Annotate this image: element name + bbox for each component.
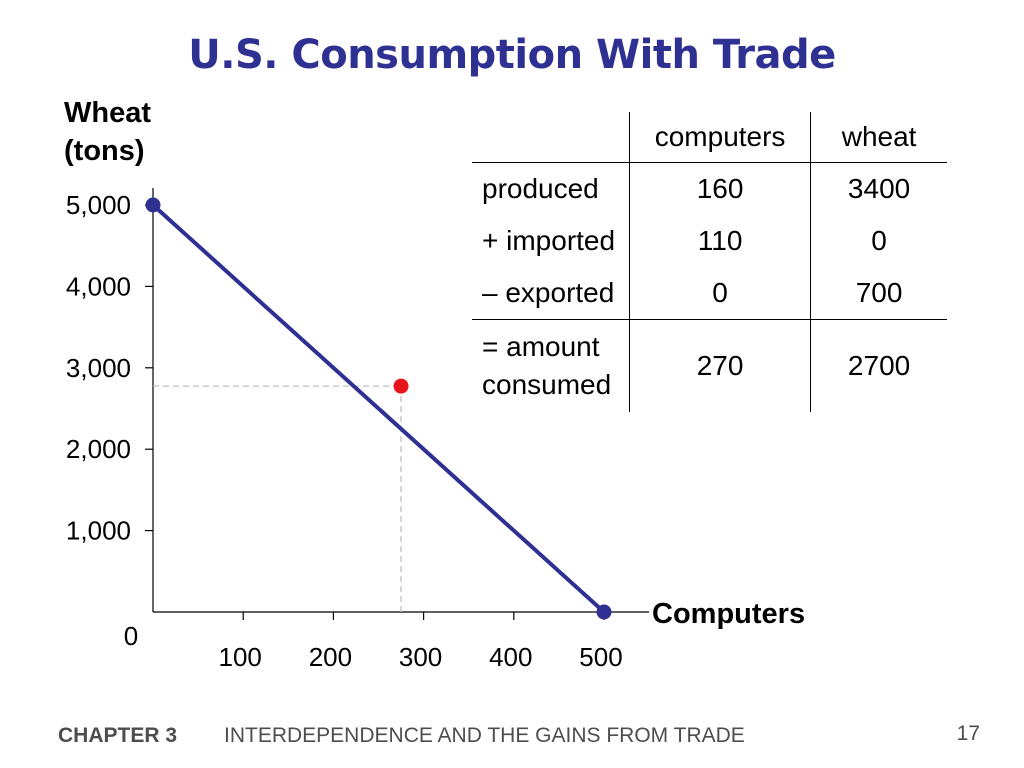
x-tick-label: 500: [579, 642, 622, 672]
x-tick-label: 400: [489, 642, 532, 672]
x-axis-label: Computers: [652, 598, 806, 630]
y-tick-label: 1,000: [66, 516, 131, 546]
table-header-row: computers wheat: [472, 112, 948, 163]
origin-label: 0: [124, 621, 138, 651]
y-axis-label: Wheat (tons): [64, 94, 174, 170]
consumption-point: [393, 378, 409, 394]
cell-exported-wheat: 700: [810, 267, 948, 320]
row-label-consumed: = amount consumed: [472, 319, 631, 412]
x-tick-label: 200: [309, 642, 352, 672]
y-axis-label-line1: Wheat: [64, 97, 151, 129]
cell-imported-computers: 110: [629, 215, 812, 267]
table-header-wheat: wheat: [810, 112, 948, 163]
cell-imported-wheat: 0: [871, 225, 887, 256]
cell-consumed-wheat: 2700: [847, 350, 911, 381]
footer-chapter: CHAPTER 3: [58, 724, 178, 747]
slide-title: U.S. Consumption With Trade: [188, 32, 836, 78]
row-label-consumed-line1: = amount: [482, 331, 600, 362]
y-tick-label: 4,000: [66, 271, 131, 301]
ppf-endpoint: [145, 197, 161, 213]
y-tick-label: 2,000: [66, 434, 131, 464]
table-header-computers: computers: [629, 112, 812, 163]
x-tick-label: 100: [219, 642, 262, 672]
row-label-exported: – exported: [472, 267, 631, 320]
cell-exported-computers: 0: [629, 267, 812, 320]
row-label-produced: produced: [472, 162, 631, 215]
page-number: 17: [956, 722, 980, 745]
cell-produced-computers: 160: [629, 162, 812, 215]
table-header-empty: [472, 112, 631, 163]
row-label-consumed-line2: consumed: [482, 369, 612, 400]
trade-table: computers wheat produced 160 3400 + impo…: [472, 112, 948, 412]
cell-produced-wheat: 3400: [847, 173, 911, 204]
y-tick-label: 3,000: [66, 353, 131, 383]
table-row: + imported 110 0: [472, 215, 947, 267]
ppf-endpoint: [596, 604, 612, 620]
ppf-line: [151, 203, 606, 614]
x-tick-label: 300: [399, 642, 442, 672]
row-label-imported: + imported: [472, 215, 631, 267]
y-tick-label: 5,000: [66, 190, 131, 220]
table-row: – exported 0 700: [472, 267, 948, 320]
table-total-row: = amount consumed 270 2700: [472, 319, 947, 412]
cell-consumed-computers: 270: [629, 319, 812, 412]
table-row: produced 160 3400: [472, 162, 947, 215]
y-axis-label-line2: (tons): [64, 135, 145, 167]
footer-title: INTERDEPENDENCE AND THE GAINS FROM TRADE: [224, 724, 745, 747]
